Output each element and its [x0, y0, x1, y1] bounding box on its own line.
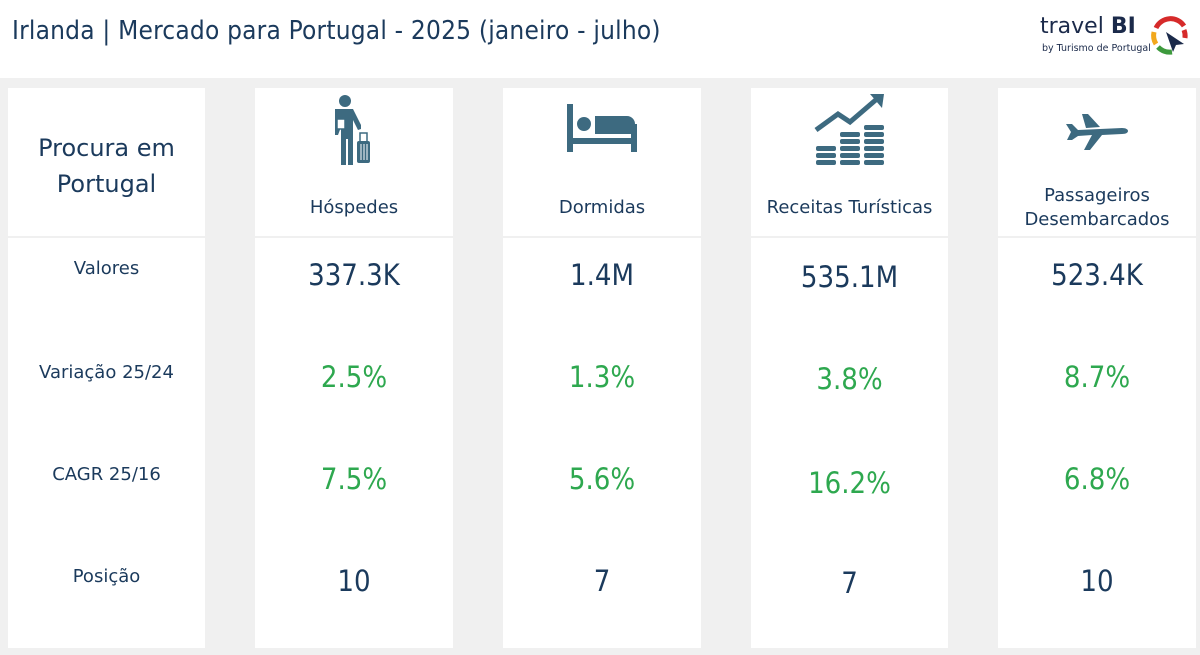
- variacao: 1.3%: [568, 360, 636, 394]
- travel-bi-logo: travel BI by Turismo de Portugal: [1040, 12, 1195, 62]
- traveler-icon: [335, 95, 370, 165]
- cagr: 16.2%: [808, 466, 891, 500]
- variacao: 2.5%: [320, 360, 388, 394]
- posicao: 7: [841, 566, 858, 600]
- valor: 535.1M: [800, 260, 899, 294]
- row-label-variacao: Variação 25/24: [39, 362, 174, 383]
- metric-label: Hóspedes: [309, 197, 399, 218]
- posicao: 7: [593, 564, 611, 598]
- cagr: 5.6%: [568, 462, 636, 496]
- variacao: 3.8%: [816, 362, 883, 396]
- row-label-valores: Valores: [73, 258, 140, 279]
- metric-label: Receitas Turísticas: [766, 197, 933, 218]
- section-heading: Procura em Portugal: [38, 134, 175, 198]
- header: Irlanda | Mercado para Portugal - 2025 (…: [0, 0, 1200, 78]
- row-label-posicao: Posição: [72, 566, 141, 587]
- cagr: 6.8%: [1063, 462, 1131, 496]
- metric-card-passageiros: Passageiros Desembarcados 523.4K 8.7% 6.…: [998, 88, 1196, 648]
- posicao: 10: [337, 564, 371, 598]
- metric-card-receitas: Receitas Turísticas 535.1M 3.8% 16.2% 7: [751, 88, 948, 648]
- row-labels-card: Procura em Portugal Valores Variação 25/…: [8, 88, 205, 648]
- valor: 337.3K: [308, 258, 400, 292]
- metric-label: Passageiros Desembarcados: [1024, 185, 1170, 230]
- metric-card-dormidas: Dormidas 1.4M 1.3% 5.6% 7: [503, 88, 701, 648]
- metric-label: Dormidas: [558, 197, 646, 218]
- metric-card-hospedes: Hóspedes 337.3K 2.5% 7.5% 10: [255, 88, 453, 648]
- variacao: 8.7%: [1063, 360, 1131, 394]
- coins-growth-icon: [814, 94, 884, 165]
- cagr: 7.5%: [320, 462, 388, 496]
- posicao: 10: [1080, 564, 1114, 598]
- logo-brand-bold: BI: [1110, 14, 1136, 39]
- logo-subtitle: by Turismo de Portugal: [1042, 43, 1151, 54]
- page-title: Irlanda | Mercado para Portugal - 2025 (…: [12, 16, 661, 46]
- valor: 1.4M: [570, 258, 634, 292]
- row-label-cagr: CAGR 25/16: [52, 464, 161, 485]
- airplane-icon: [1066, 114, 1128, 150]
- valor: 523.4K: [1051, 258, 1143, 292]
- logo-brand: travel: [1040, 14, 1104, 39]
- logo-mark-icon: [1151, 16, 1188, 55]
- bed-icon: [567, 104, 637, 152]
